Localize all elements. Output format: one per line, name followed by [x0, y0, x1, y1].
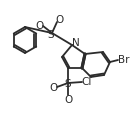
- Text: O: O: [55, 15, 63, 25]
- Text: N: N: [72, 38, 80, 48]
- Text: O: O: [64, 94, 72, 104]
- Text: Cl: Cl: [82, 76, 92, 86]
- Text: Br: Br: [118, 55, 130, 64]
- Text: S: S: [65, 78, 71, 88]
- Text: S: S: [48, 30, 54, 40]
- Text: O: O: [35, 21, 43, 31]
- Text: O: O: [49, 82, 57, 92]
